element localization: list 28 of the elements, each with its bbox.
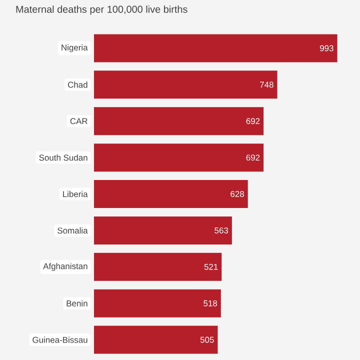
bar (94, 289, 221, 318)
chart-title: Maternal deaths per 100,000 live births (16, 6, 188, 15)
bar (94, 252, 222, 281)
y-tick-label: South Sudan (39, 154, 88, 161)
y-tick-label: Guinea-Bissau (32, 336, 88, 343)
data-label: 521 (204, 264, 218, 270)
data-label: 518 (204, 300, 218, 306)
bar (94, 34, 338, 62)
bar (94, 180, 248, 208)
y-tick-label: Benin (66, 300, 88, 306)
data-label: 692 (246, 154, 260, 161)
data-label: 993 (320, 45, 334, 52)
y-tick-label: Nigeria (62, 44, 88, 52)
bar (94, 70, 278, 99)
data-label: 628 (230, 191, 244, 197)
y-tick-label: Chad (68, 82, 88, 88)
y-tick-label: Somalia (58, 227, 88, 234)
bar (94, 216, 232, 244)
data-label: 563 (214, 227, 228, 234)
bar (94, 326, 218, 354)
data-label: 692 (246, 118, 260, 124)
data-label: 748 (260, 82, 274, 88)
y-tick-label: CAR (70, 118, 88, 124)
bar (94, 144, 264, 172)
y-tick-label: Afghanistan (43, 262, 88, 271)
data-label: 505 (200, 336, 214, 343)
bar (94, 107, 264, 136)
y-tick-label: Liberia (63, 190, 88, 198)
